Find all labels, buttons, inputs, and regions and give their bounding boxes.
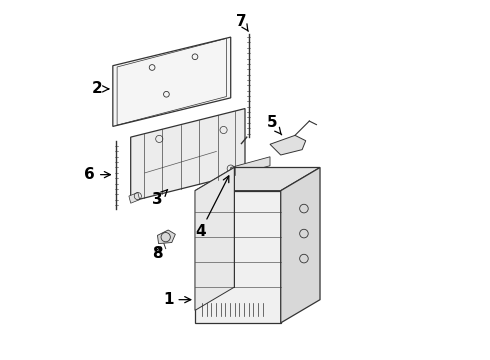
Text: 8: 8 [152, 246, 163, 261]
Polygon shape [231, 165, 243, 176]
Text: 2: 2 [91, 81, 109, 96]
Polygon shape [113, 37, 231, 126]
Polygon shape [129, 193, 140, 203]
Polygon shape [195, 191, 281, 323]
Polygon shape [195, 167, 234, 310]
Text: 5: 5 [267, 115, 282, 135]
Polygon shape [157, 230, 175, 244]
Text: 4: 4 [195, 176, 229, 239]
Polygon shape [231, 157, 270, 176]
Text: 3: 3 [152, 189, 168, 207]
Text: 6: 6 [84, 167, 110, 182]
Polygon shape [131, 109, 245, 202]
Polygon shape [281, 167, 320, 323]
Text: 1: 1 [163, 292, 191, 307]
Text: 7: 7 [236, 14, 248, 31]
Polygon shape [195, 167, 320, 191]
Polygon shape [270, 135, 306, 155]
